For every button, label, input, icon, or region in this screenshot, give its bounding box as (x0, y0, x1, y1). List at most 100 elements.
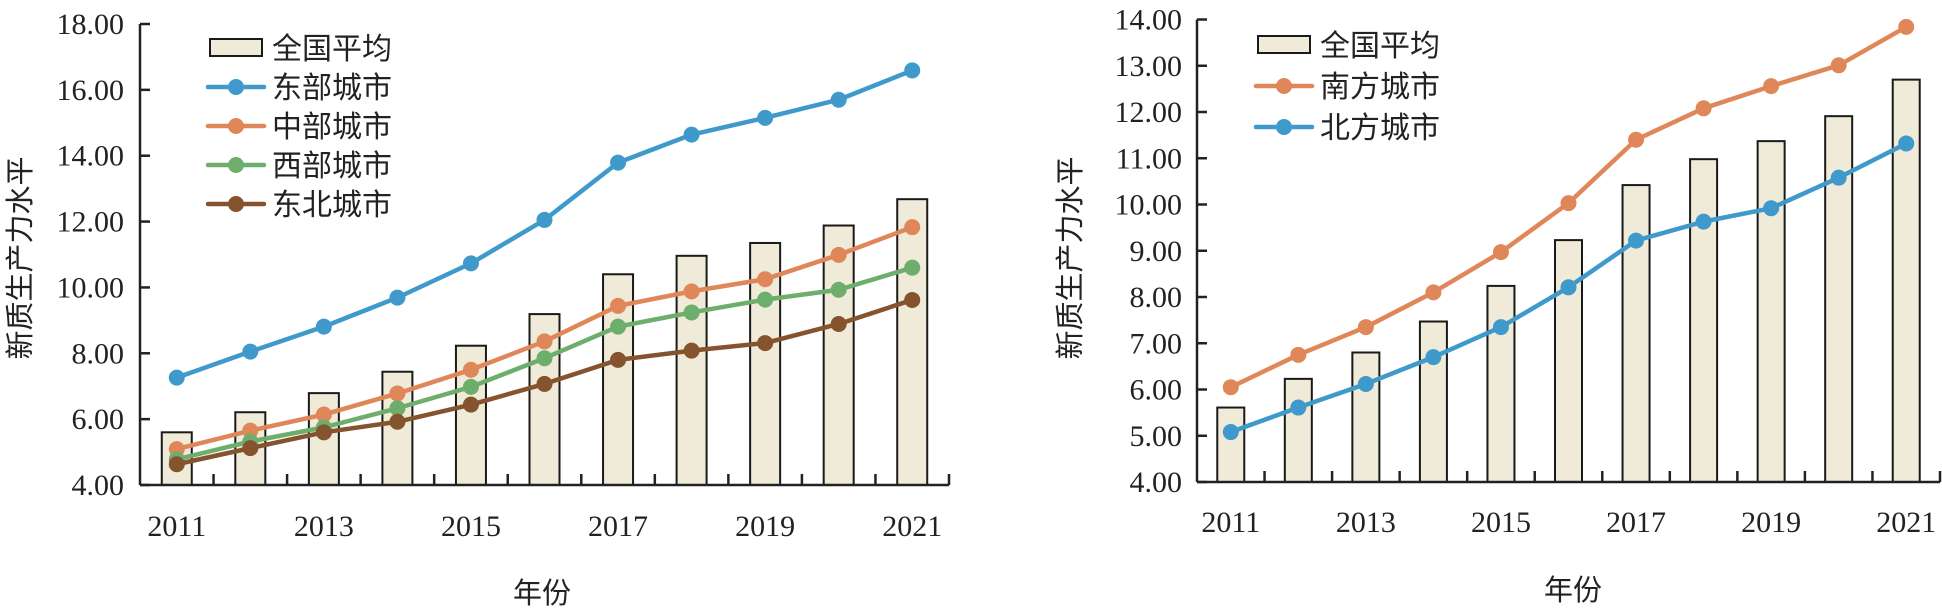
point-2015 (462, 396, 479, 413)
bar-2021 (896, 198, 929, 486)
x-tick-label: 2015 (1471, 506, 1531, 539)
legend-marker (228, 79, 244, 95)
legend-item-bar: 全国平均 (1257, 29, 1440, 64)
point-2016 (1560, 279, 1577, 296)
point-2015 (1492, 244, 1509, 261)
legend-marker (1276, 119, 1292, 135)
point-2017 (1628, 131, 1645, 148)
legend-label: 南方城市 (1320, 70, 1440, 105)
y-tick-label: 6.00 (72, 403, 125, 436)
chart-regional: 4.00 6.00 8.00 10.00 12.00 14.00 16.00 18.00 201… (3, 8, 951, 610)
point-2019 (757, 291, 774, 308)
axes: 4.00 5.00 6.00 7.00 8.00 9.00 10.00 11.00 12.00 1… (1115, 4, 1942, 539)
point-2017 (610, 318, 627, 335)
y-tick-label: 4.00 (1130, 466, 1183, 499)
y-tick-label: 4.00 (72, 469, 125, 502)
x-tick-label: 2011 (147, 510, 206, 543)
bar-2011 (1216, 406, 1246, 484)
point-2019 (757, 271, 774, 288)
point-2011 (1222, 424, 1239, 441)
point-2016 (536, 211, 553, 228)
x-tick-label: 2021 (882, 510, 942, 543)
bar-2016 (1554, 239, 1583, 483)
point-2021 (904, 219, 921, 236)
point-2020 (1830, 57, 1847, 74)
legend-label: 北方城市 (1320, 111, 1440, 146)
point-2019 (757, 109, 774, 126)
point-2012 (1290, 399, 1307, 416)
point-2015 (462, 255, 479, 272)
point-2020 (830, 281, 847, 298)
legend-label: 全国平均 (1320, 29, 1440, 64)
bar-2014 (1418, 320, 1448, 484)
point-2013 (1357, 319, 1374, 336)
series-北方城市 (1222, 135, 1915, 441)
point-2011 (168, 456, 185, 473)
y-axis-title: 新质生产力水平 (3, 156, 37, 359)
x-tick-label: 2015 (441, 510, 501, 543)
bar-2017 (1621, 184, 1651, 483)
point-2011 (1222, 379, 1239, 396)
point-2017 (610, 351, 627, 368)
point-2018 (683, 126, 700, 143)
legend-item: 西部城市 (205, 149, 392, 184)
point-2021 (904, 291, 921, 308)
y-tick-label: 9.00 (1130, 235, 1183, 268)
legend-marker (228, 118, 244, 134)
point-2018 (1695, 100, 1712, 117)
point-2021 (904, 259, 921, 276)
point-2018 (683, 304, 700, 321)
point-2020 (830, 246, 847, 263)
y-tick-label: 11.00 (1116, 142, 1182, 175)
legend-marker (1276, 78, 1292, 94)
legend-item: 中部城市 (205, 110, 392, 145)
point-2012 (242, 343, 259, 360)
point-2019 (757, 335, 774, 352)
point-2013 (315, 406, 332, 423)
legend-label: 东北城市 (272, 188, 392, 223)
x-tick-label: 2011 (1201, 506, 1260, 539)
series-西部城市 (168, 259, 921, 468)
x-axis-title: 年份 (513, 576, 571, 610)
y-axis-title: 新质生产力水平 (1053, 156, 1087, 359)
point-2012 (242, 440, 259, 457)
bar-2020 (822, 224, 855, 486)
x-tick-label: 2021 (1876, 506, 1936, 539)
y-tick-label: 12.00 (1115, 96, 1183, 129)
point-2015 (462, 361, 479, 378)
bar-2019 (1756, 140, 1786, 483)
bar-2018 (1689, 158, 1719, 484)
x-tick-label: 2013 (1336, 506, 1396, 539)
x-axis-title: 年份 (1544, 573, 1602, 607)
point-2013 (1357, 375, 1374, 392)
y-tick-label: 5.00 (1130, 420, 1183, 453)
point-2021 (1898, 18, 1915, 35)
point-2014 (389, 385, 406, 402)
point-2014 (1425, 349, 1442, 366)
x-tick-label: 2017 (588, 510, 648, 543)
legend-label: 西部城市 (272, 149, 392, 184)
y-tick-label: 16.00 (57, 74, 125, 107)
series-南方城市 (1222, 18, 1915, 396)
bar-2013 (1351, 351, 1381, 483)
y-tick-label: 14.00 (1115, 4, 1183, 37)
y-tick-label: 13.00 (1115, 50, 1183, 83)
point-2013 (315, 318, 332, 335)
bar-2012 (1283, 377, 1313, 483)
legend-marker (228, 157, 244, 173)
bar-2015 (1486, 284, 1516, 483)
legend-item: 东部城市 (205, 71, 392, 106)
y-tick-label: 6.00 (1130, 374, 1183, 407)
point-2016 (536, 375, 553, 392)
chart-north-south: 4.00 5.00 6.00 7.00 8.00 9.00 10.00 11.00 12.00 1… (1053, 4, 1942, 607)
point-2018 (683, 283, 700, 300)
legend-label: 中部城市 (272, 110, 392, 145)
point-2021 (904, 62, 921, 79)
y-tick-label: 8.00 (1130, 281, 1183, 314)
legend-marker (228, 196, 244, 212)
point-2014 (389, 289, 406, 306)
point-2015 (1492, 319, 1509, 336)
point-2012 (1290, 346, 1307, 363)
point-2018 (1695, 213, 1712, 230)
